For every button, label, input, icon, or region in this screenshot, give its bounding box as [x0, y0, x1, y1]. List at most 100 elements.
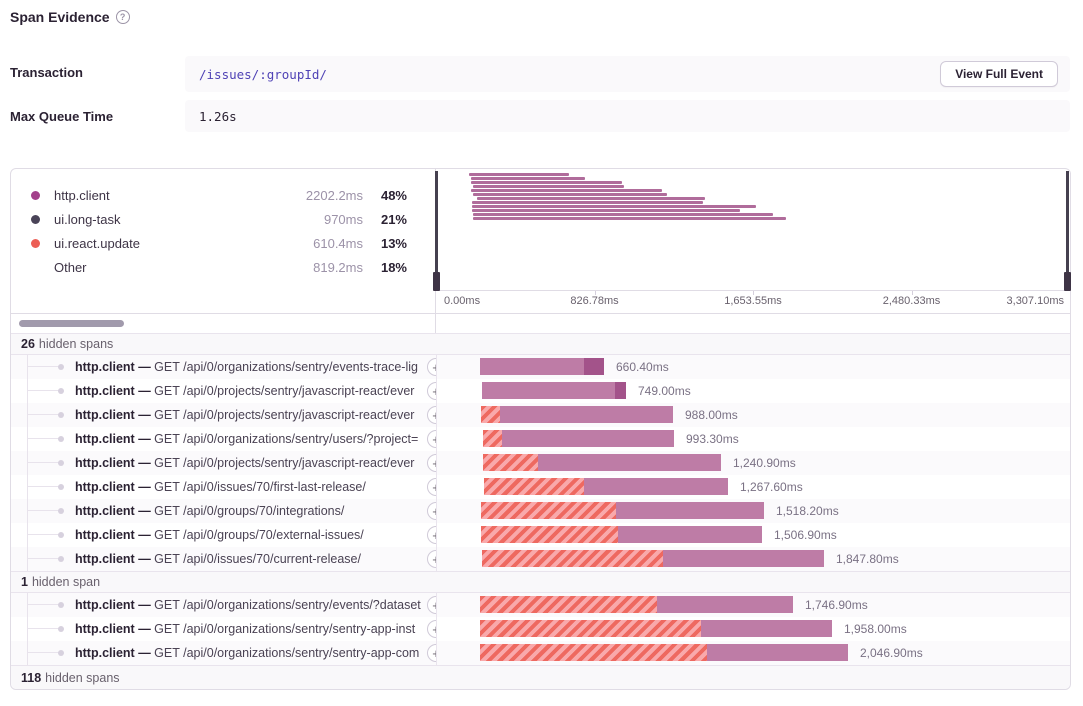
legend-percentage: 48% [380, 187, 407, 203]
tree-connector-horizontal [27, 558, 59, 559]
span-duration-label: 988.00ms [685, 408, 738, 422]
span-bar-cell: 1,240.90ms [436, 451, 1070, 475]
tree-connector-dot [58, 364, 64, 370]
span-row[interactable]: http.client — GET /api/0/organizations/s… [11, 617, 1070, 641]
span-duration-bar [481, 502, 764, 519]
expand-span-button[interactable]: + [427, 550, 436, 568]
minimap-handle-right[interactable] [1064, 171, 1071, 291]
span-endpoint: GET /api/0/issues/70/first-last-release/ [154, 480, 366, 494]
span-row[interactable]: http.client — GET /api/0/organizations/s… [11, 641, 1070, 665]
help-icon[interactable]: ? [115, 10, 130, 24]
span-duration-bar [483, 430, 674, 447]
span-row-left: http.client — GET /api/0/organizations/s… [11, 427, 436, 451]
span-endpoint: GET /api/0/organizations/sentry/events-t… [154, 360, 418, 374]
span-duration-label: 1,847.80ms [836, 552, 899, 566]
span-bar-cell: 2,046.90ms [436, 641, 1070, 665]
expand-span-button[interactable]: + [427, 502, 436, 520]
span-endpoint: GET /api/0/organizations/sentry/sentry-a… [154, 646, 420, 660]
span-row[interactable]: http.client — GET /api/0/issues/70/curre… [11, 547, 1070, 571]
bar-segment-http [707, 644, 848, 661]
tree-connector-horizontal [27, 366, 59, 367]
expand-span-button[interactable]: + [427, 382, 436, 400]
tree-connector-vertical [27, 617, 28, 641]
axis-tick-label: 1,653.55ms [724, 295, 782, 307]
horizontal-scrollbar[interactable] [19, 320, 124, 327]
legend-item: http.client 2202.2ms 48% [31, 183, 407, 207]
span-row[interactable]: http.client — GET /api/0/organizations/s… [11, 593, 1070, 617]
bar-segment-react-update [483, 430, 502, 447]
span-row-left: http.client — GET /api/0/groups/70/exter… [11, 523, 436, 547]
span-row-left: http.client — GET /api/0/organizations/s… [11, 617, 436, 641]
span-tree: 26 hidden spans http.client — GET /api/0/o… [11, 333, 1070, 689]
minimap-handle-left[interactable] [433, 171, 440, 291]
minimap-span-bar [473, 213, 773, 216]
span-row[interactable]: http.client — GET /api/0/groups/70/exter… [11, 523, 1070, 547]
bar-segment-react-update [484, 478, 584, 495]
hidden-span-count: 118 [21, 670, 42, 685]
legend-duration: 819.2ms [313, 259, 363, 275]
span-endpoint: GET /api/0/groups/70/external-issues/ [154, 528, 364, 542]
span-separator: — [134, 456, 155, 470]
expand-span-button[interactable]: + [427, 620, 436, 638]
bar-segment-http [502, 430, 674, 447]
span-row[interactable]: http.client — GET /api/0/projects/sentry… [11, 451, 1070, 475]
hidden-spans-row[interactable]: 1 hidden span [11, 571, 1070, 593]
span-row[interactable]: http.client — GET /api/0/organizations/s… [11, 427, 1070, 451]
bar-segment-http [480, 358, 584, 375]
expand-span-button[interactable]: + [427, 430, 436, 448]
scrollbar-row [11, 313, 1070, 333]
axis-tick-label: 3,307.10ms [1006, 295, 1064, 307]
hidden-spans-row[interactable]: 26 hidden spans [11, 333, 1070, 355]
tree-connector-vertical [27, 499, 28, 523]
span-row[interactable]: http.client — GET /api/0/groups/70/integ… [11, 499, 1070, 523]
bar-segment-http [538, 454, 721, 471]
legend-label: http.client [54, 187, 110, 203]
bar-segment-react-update [481, 526, 618, 543]
expand-span-button[interactable]: + [427, 596, 436, 614]
expand-span-button[interactable]: + [427, 526, 436, 544]
legend-dot-icon [31, 238, 40, 248]
legend-label: ui.long-task [54, 211, 121, 227]
span-bar-cell: 1,506.90ms [436, 523, 1070, 547]
expand-span-button[interactable]: + [427, 358, 436, 376]
span-row[interactable]: http.client — GET /api/0/organizations/s… [11, 355, 1070, 379]
span-duration-label: 2,046.90ms [860, 646, 923, 660]
span-duration-bar [480, 644, 848, 661]
trace-minimap[interactable] [433, 169, 1071, 291]
transaction-link[interactable]: /issues/:groupId/ [199, 66, 327, 82]
max-queue-time-label: Max Queue Time [10, 109, 114, 124]
span-description: http.client — GET /api/0/organizations/s… [75, 427, 426, 451]
legend-item: ui.long-task 970ms 21% [31, 207, 407, 231]
tree-connector-vertical [27, 451, 28, 475]
view-full-event-button[interactable]: View Full Event [940, 61, 1058, 87]
tree-connector-horizontal [27, 534, 59, 535]
span-description: http.client — GET /api/0/issues/70/first… [75, 475, 426, 499]
expand-span-button[interactable]: + [427, 454, 436, 472]
bar-segment-http [657, 596, 793, 613]
tree-connector-dot [58, 602, 64, 608]
span-row[interactable]: http.client — GET /api/0/issues/70/first… [11, 475, 1070, 499]
span-description: http.client — GET /api/0/projects/sentry… [75, 403, 426, 427]
bar-segment-react-update [480, 620, 701, 637]
expand-span-button[interactable]: + [427, 644, 436, 662]
axis-tick-label: 0.00ms [444, 295, 481, 307]
span-row-left: http.client — GET /api/0/issues/70/first… [11, 475, 436, 499]
span-row-left: http.client — GET /api/0/projects/sentry… [11, 403, 436, 427]
span-duration-bar [482, 382, 626, 399]
key-value-list: Transaction /issues/:groupId/ View Full … [0, 56, 1083, 140]
span-row[interactable]: http.client — GET /api/0/projects/sentry… [11, 379, 1070, 403]
expand-span-button[interactable]: + [427, 406, 436, 424]
hidden-span-count: 26 [21, 337, 35, 351]
trace-header: http.client 2202.2ms 48% ui.long-task 970ms 2… [11, 169, 1071, 313]
max-queue-time-value-strip: 1.26s [185, 100, 1070, 132]
span-row[interactable]: http.client — GET /api/0/projects/sentry… [11, 403, 1070, 427]
span-separator: — [134, 432, 155, 446]
span-duration-label: 1,518.20ms [776, 504, 839, 518]
tree-connector-dot [58, 556, 64, 562]
hidden-spans-footer[interactable]: 118 hidden spans [11, 665, 1070, 689]
expand-span-button[interactable]: + [427, 478, 436, 496]
span-endpoint: GET /api/0/projects/sentry/javascript-re… [154, 384, 415, 398]
tree-connector-vertical [27, 379, 28, 403]
span-op: http.client [75, 408, 135, 422]
